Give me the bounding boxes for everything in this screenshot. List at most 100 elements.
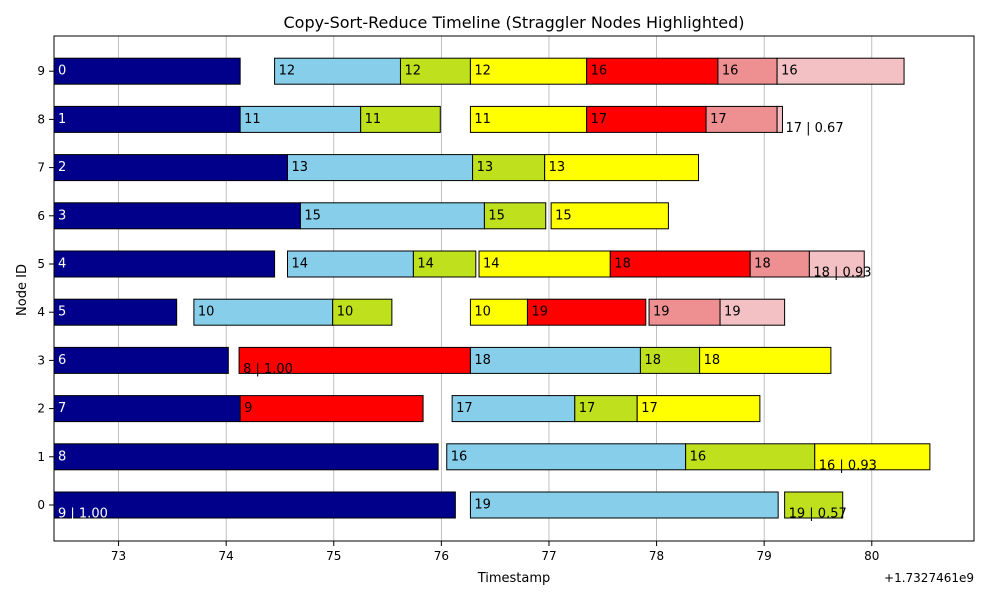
task-bar [469,491,779,519]
task-bar-label: 5 [58,305,66,320]
y-tick-label: 3 [37,353,45,367]
task-bar-label: 11 [365,112,382,127]
task-bar-label: 16 [722,64,739,79]
y-tick-label: 7 [37,161,45,175]
task-bar [53,443,439,471]
task-bar [699,346,832,374]
task-bar [544,154,700,182]
task-bar-label: 11 [244,112,261,127]
task-bar-label: 19 | 0.57 [789,507,847,522]
task-bar [550,202,669,230]
task-bar [53,105,241,133]
y-tick-label: 9 [37,64,45,78]
task-bar-label: 16 [591,64,608,79]
task-bar-label: 16 [781,64,798,79]
task-bar-label: 16 | 0.93 [819,458,877,473]
task-bar-label: 17 | 0.67 [785,121,843,136]
task-bar [239,105,362,133]
task-bar [53,57,241,85]
task-bar-label: 17 [641,401,658,416]
x-tick-label: 80 [864,549,879,563]
task-bar-label: 18 [474,353,491,368]
task-bar [776,105,783,133]
task-bar [446,443,687,471]
task-bar-label: 18 [754,257,771,272]
x-tick-label: 79 [757,549,772,563]
task-bar-label: 19 [724,305,741,320]
y-tick-label: 8 [37,112,45,126]
task-bar [776,57,905,85]
chart-title: Copy-Sort-Reduce Timeline (Straggler Nod… [283,13,744,32]
task-bar-label: 10 [337,305,354,320]
task-bar-label: 6 [58,353,66,368]
task-bar-label: 17 [710,112,727,127]
task-bar-label: 13 [477,160,494,175]
task-bar-label: 11 [474,112,491,127]
task-bar-label: 17 [591,112,608,127]
task-bar [286,250,414,278]
x-tick-label: 78 [649,549,664,563]
task-bar-label: 16 [690,449,707,464]
task-bar [526,298,647,326]
task-bar-label: 9 | 1.00 [58,507,108,522]
task-bar [685,443,816,471]
task-bar-label: 12 [404,64,421,79]
task-bar [749,250,810,278]
task-bar [478,250,611,278]
task-bar-label: 17 [456,401,473,416]
task-bar [609,250,751,278]
task-bar-label: 7 [58,401,66,416]
task-bar-label: 19 [531,305,548,320]
task-bar-label: 18 [644,353,661,368]
task-bar [636,395,761,423]
task-bar [53,250,276,278]
task-bar-label: 15 [555,208,572,223]
task-bar [469,105,588,133]
task-bar [53,298,178,326]
task-bar [360,105,441,133]
x-tick-label: 74 [219,549,234,563]
task-bar-label: 10 [474,305,491,320]
task-bar [412,250,477,278]
task-bar-label: 12 [474,64,491,79]
task-bar [239,395,424,423]
task-bar [193,298,334,326]
task-bar [483,202,547,230]
task-bar-label: 15 [304,208,321,223]
task-bar-label: 13 [291,160,308,175]
task-bar [299,202,485,230]
x-tick-label: 77 [541,549,556,563]
x-offset-label: +1.7327461e9 [884,571,974,585]
task-bar-label: 8 | 1.00 [243,362,293,377]
task-bar [53,154,288,182]
task-bar-label: 15 [488,208,505,223]
task-bar-label: 17 [579,401,596,416]
task-bar-label: 14 [483,257,500,272]
task-bar-label: 19 [653,305,670,320]
task-bar-label: 14 [417,257,434,272]
x-tick-label: 73 [111,549,126,563]
task-bar-label: 10 [198,305,215,320]
task-bar-label: 12 [279,64,296,79]
task-bar [53,346,229,374]
task-bar-label: 18 [614,257,631,272]
task-bar [238,346,471,374]
x-axis-title: Timestamp [477,571,551,586]
y-tick-label: 1 [37,450,45,464]
task-bar [814,443,931,471]
task-bar-label: 8 [58,449,66,464]
task-bar-label: 16 [451,449,468,464]
y-axis-title: Node ID [15,264,30,316]
task-bar [53,202,301,230]
task-bar [286,154,474,182]
x-tick-label: 76 [434,549,449,563]
task-bar-label: 19 [474,498,491,513]
task-bar [705,105,778,133]
task-bar [648,298,721,326]
task-bar [53,395,241,423]
task-bar [639,346,701,374]
task-bar [274,57,401,85]
task-bar [808,250,865,278]
plot-frame [53,35,975,542]
